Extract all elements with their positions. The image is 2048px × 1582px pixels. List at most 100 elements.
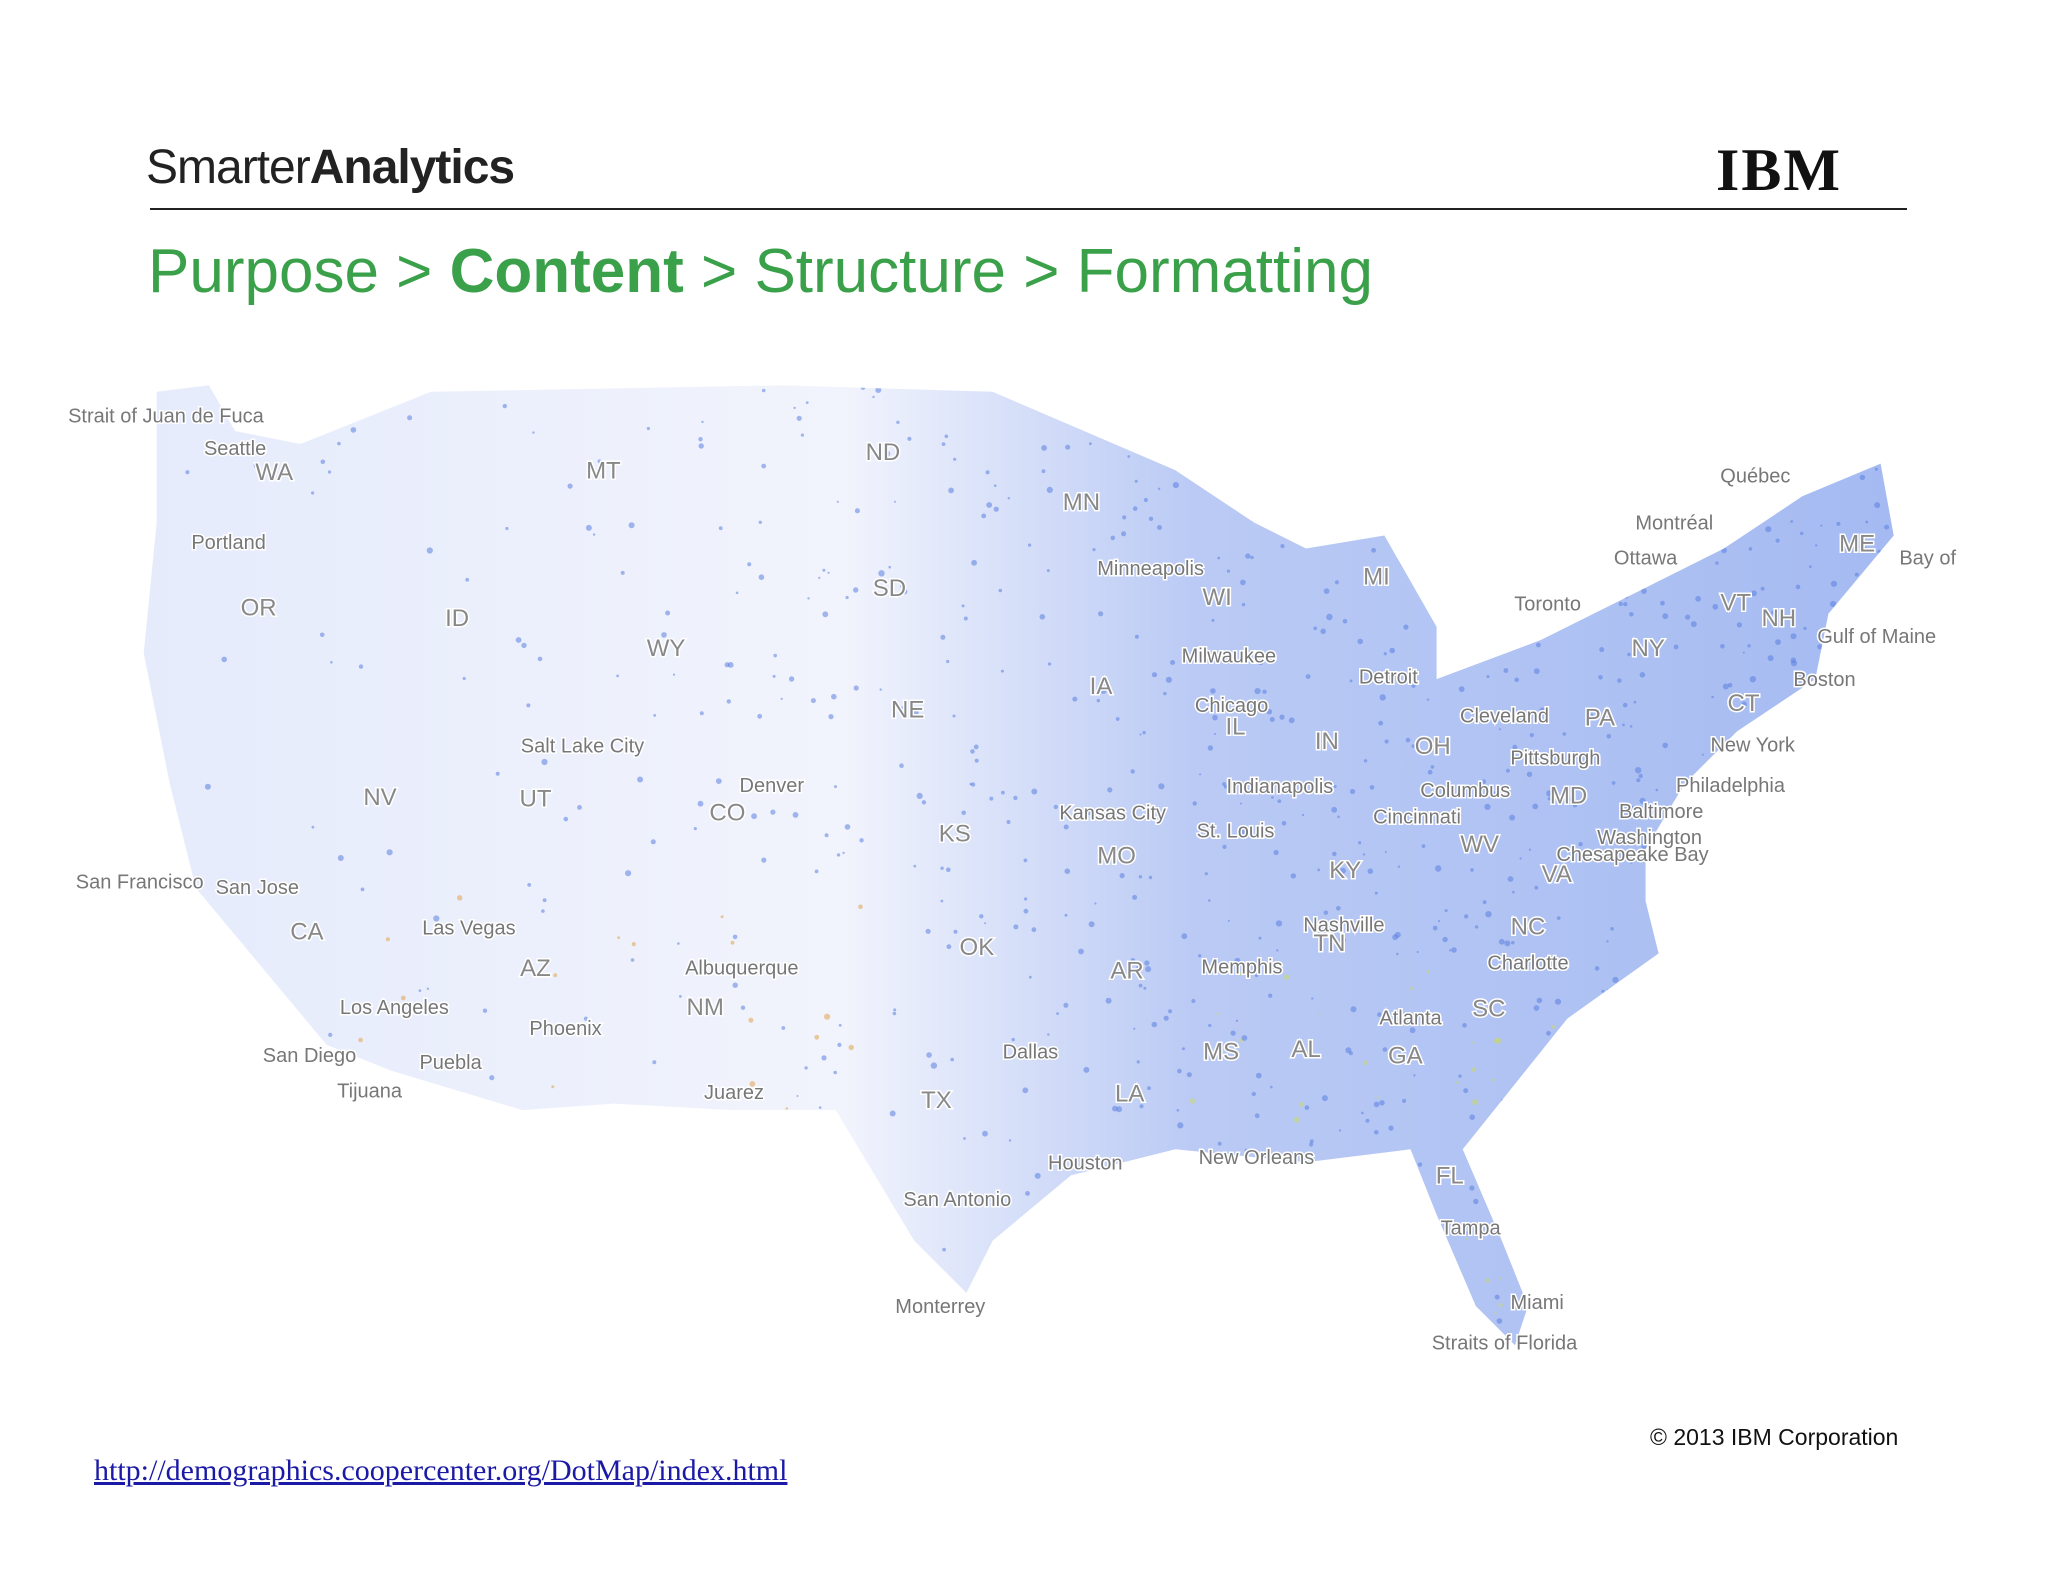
dot bbox=[1525, 398, 1529, 402]
dot bbox=[1715, 561, 1719, 565]
dot bbox=[1442, 936, 1448, 943]
dot bbox=[1001, 790, 1005, 795]
dot bbox=[1239, 802, 1242, 805]
dot bbox=[1273, 849, 1279, 856]
dot bbox=[1630, 1039, 1634, 1043]
dot bbox=[1793, 700, 1798, 706]
city-label: Las Vegas bbox=[422, 917, 515, 939]
dot bbox=[1671, 1121, 1676, 1126]
dot bbox=[630, 958, 635, 962]
dot bbox=[761, 388, 766, 393]
dot bbox=[1510, 1241, 1514, 1244]
dot bbox=[740, 1005, 746, 1010]
city-label: San Antonio bbox=[903, 1189, 1011, 1211]
dot bbox=[1820, 428, 1823, 431]
dot bbox=[1254, 1113, 1260, 1119]
state-label: TX bbox=[921, 1087, 952, 1114]
dot bbox=[1494, 450, 1499, 454]
dot bbox=[1471, 1067, 1477, 1073]
city-label: Tijuana bbox=[337, 1081, 403, 1103]
dot bbox=[984, 922, 987, 925]
city-label: Indianapolis bbox=[1227, 776, 1334, 798]
dot bbox=[1116, 1106, 1123, 1113]
dot bbox=[521, 642, 527, 649]
dot bbox=[458, 1093, 465, 1099]
dot bbox=[319, 632, 325, 638]
dot bbox=[1423, 1342, 1427, 1346]
dot bbox=[1496, 458, 1500, 462]
dot bbox=[1398, 457, 1405, 464]
dot bbox=[1682, 1007, 1686, 1012]
dot bbox=[1157, 525, 1162, 530]
dot bbox=[1318, 1013, 1320, 1016]
dot bbox=[1438, 920, 1441, 923]
dot bbox=[1521, 414, 1526, 419]
dot bbox=[1272, 1215, 1279, 1222]
dot bbox=[457, 895, 463, 901]
copyright: © 2013 IBM Corporation bbox=[1650, 1424, 1899, 1450]
dot bbox=[751, 813, 757, 820]
dot bbox=[1046, 486, 1053, 493]
state-label: NM bbox=[687, 994, 724, 1021]
dot bbox=[1783, 1154, 1788, 1159]
dot bbox=[875, 387, 882, 393]
dot bbox=[805, 401, 809, 404]
dot bbox=[726, 699, 731, 704]
dot bbox=[1886, 967, 1891, 972]
dot bbox=[800, 433, 805, 437]
dot bbox=[1151, 1021, 1158, 1028]
dot bbox=[1217, 1141, 1222, 1146]
dot bbox=[1830, 580, 1837, 587]
state-label: ME bbox=[1839, 531, 1875, 558]
dot bbox=[1481, 415, 1484, 418]
dot bbox=[838, 1023, 842, 1027]
source-link[interactable]: http://demographics.coopercenter.org/Dot… bbox=[94, 1454, 788, 1487]
dot bbox=[1288, 717, 1295, 724]
dot bbox=[724, 1187, 728, 1191]
dot bbox=[1529, 733, 1534, 738]
dot bbox=[1827, 472, 1832, 478]
dot bbox=[221, 656, 227, 663]
dot bbox=[1801, 1277, 1805, 1280]
rule bbox=[150, 208, 1907, 210]
dot bbox=[1880, 605, 1887, 611]
dot bbox=[1453, 1317, 1460, 1324]
dot bbox=[1305, 674, 1311, 679]
dot bbox=[1098, 611, 1104, 617]
dot bbox=[1498, 1110, 1500, 1113]
dot bbox=[781, 1026, 786, 1030]
dot bbox=[1885, 1284, 1890, 1288]
dot bbox=[1590, 1119, 1594, 1123]
dot bbox=[1883, 971, 1889, 978]
dot bbox=[1330, 877, 1333, 880]
dot bbox=[1332, 851, 1337, 857]
dot bbox=[1414, 1275, 1419, 1280]
dot bbox=[1024, 897, 1028, 901]
dot bbox=[1736, 1215, 1743, 1221]
state-label: AR bbox=[1110, 958, 1143, 985]
dot bbox=[1688, 1252, 1695, 1259]
dot bbox=[1316, 388, 1320, 392]
dot bbox=[1276, 949, 1279, 952]
dot bbox=[1325, 451, 1329, 454]
dot bbox=[1469, 1114, 1475, 1120]
dot bbox=[1323, 910, 1329, 915]
dot bbox=[1025, 1191, 1030, 1196]
dot bbox=[1629, 612, 1634, 617]
state-label: VT bbox=[1720, 589, 1751, 616]
dot bbox=[1053, 804, 1059, 810]
dot bbox=[1149, 391, 1154, 396]
dot bbox=[1358, 449, 1363, 454]
dot bbox=[1499, 728, 1502, 731]
dot bbox=[1867, 994, 1874, 1001]
dot bbox=[892, 1011, 897, 1016]
dot bbox=[1641, 843, 1647, 850]
dot bbox=[1180, 1187, 1184, 1191]
city-label: Charlotte bbox=[1487, 953, 1568, 975]
dot bbox=[1377, 1012, 1382, 1017]
dot bbox=[1539, 707, 1546, 713]
dot bbox=[495, 771, 500, 776]
dot bbox=[836, 1186, 839, 1190]
dot bbox=[1186, 1072, 1192, 1078]
dot bbox=[1837, 613, 1840, 616]
